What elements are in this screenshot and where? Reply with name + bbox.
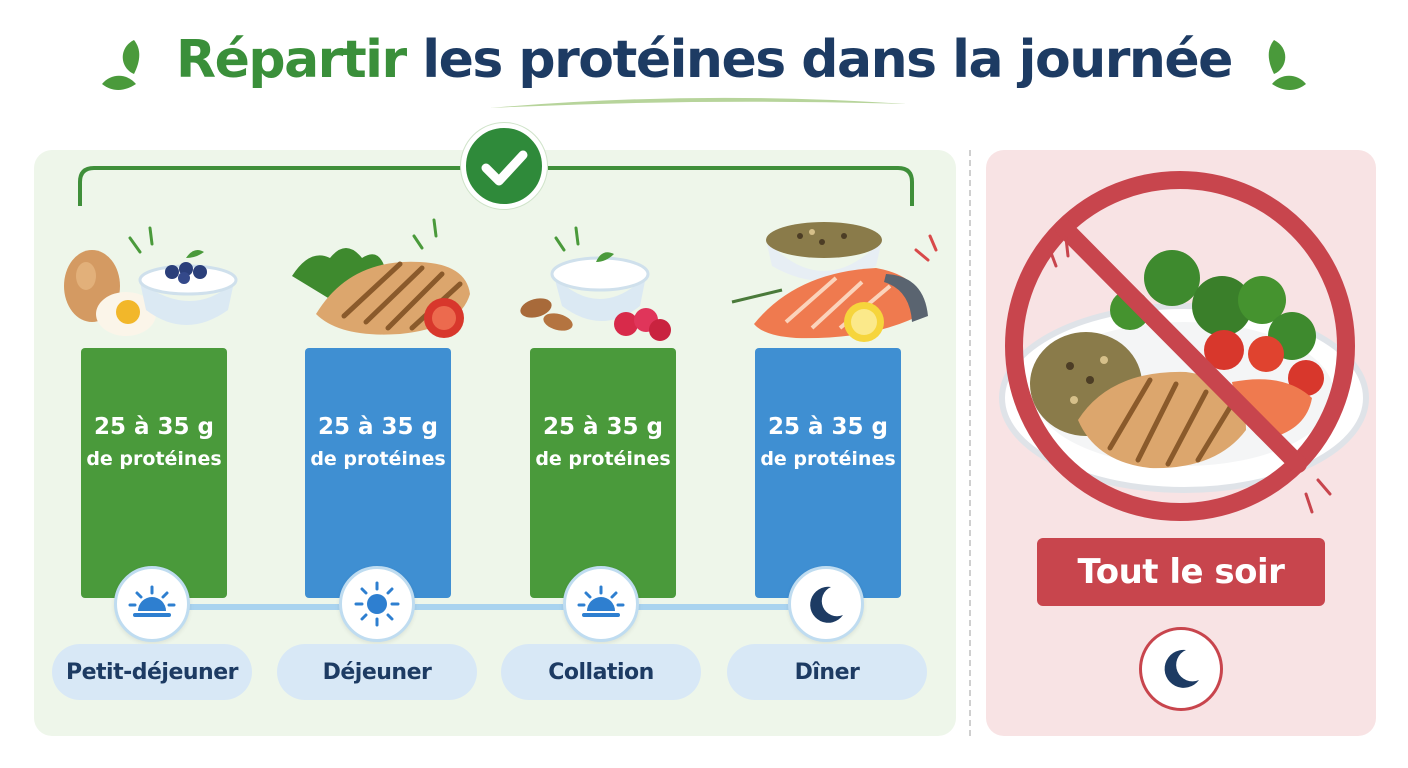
- snack-food-image: [520, 226, 671, 341]
- moon-icon: [1164, 649, 1199, 688]
- protein-amount: 25 à 35 g: [542, 414, 664, 440]
- breakfast-food-image: [64, 226, 238, 336]
- sunrise-icon: [128, 585, 176, 617]
- time-marker-snack: [563, 566, 639, 642]
- day-timeline: [150, 604, 830, 610]
- night-badge: [1139, 627, 1223, 711]
- protein-amount: 25 à 35 g: [93, 414, 215, 440]
- check-badge: [461, 123, 547, 209]
- check-icon: [481, 150, 528, 186]
- leaf-right-icon: [1268, 40, 1306, 90]
- title-rest: les protéines dans la journée: [405, 30, 1233, 90]
- meal-label-breakfast: Petit-déjeuner: [52, 644, 252, 700]
- meal-card-breakfast: 25 à 35 g de protéines: [81, 348, 227, 598]
- panel-divider: [969, 150, 971, 736]
- meal-label-dinner: Dîner: [727, 644, 927, 700]
- protein-unit: de protéines: [760, 448, 896, 470]
- protein-unit: de protéines: [535, 448, 671, 470]
- lunch-food-image: [292, 218, 470, 338]
- title-highlight: Répartir: [176, 30, 407, 90]
- time-marker-dinner: [788, 566, 864, 642]
- protein-amount: 25 à 35 g: [767, 414, 889, 440]
- protein-amount: 25 à 35 g: [317, 414, 439, 440]
- evening-only-label: Tout le soir: [1037, 538, 1325, 606]
- meal-card-dinner: 25 à 35 g de protéines: [755, 348, 901, 598]
- page-title: Répartir les protéines dans la journée: [0, 30, 1408, 90]
- title-area: Répartir les protéines dans la journée: [0, 14, 1408, 124]
- protein-unit: de protéines: [310, 448, 446, 470]
- meal-card-snack: 25 à 35 g de protéines: [530, 348, 676, 598]
- protein-unit: de protéines: [86, 448, 222, 470]
- meal-label-snack: Collation: [501, 644, 701, 700]
- moon-icon: [810, 586, 843, 623]
- time-marker-lunch: [339, 566, 415, 642]
- dinner-food-image: [731, 222, 938, 342]
- title-underline: [490, 97, 906, 108]
- sun-icon: [354, 581, 400, 627]
- meal-card-lunch: 25 à 35 g de protéines: [305, 348, 451, 598]
- sunrise-icon: [577, 585, 625, 617]
- meal-label-lunch: Déjeuner: [277, 644, 477, 700]
- time-marker-breakfast: [114, 566, 190, 642]
- leaf-left-icon: [102, 40, 140, 90]
